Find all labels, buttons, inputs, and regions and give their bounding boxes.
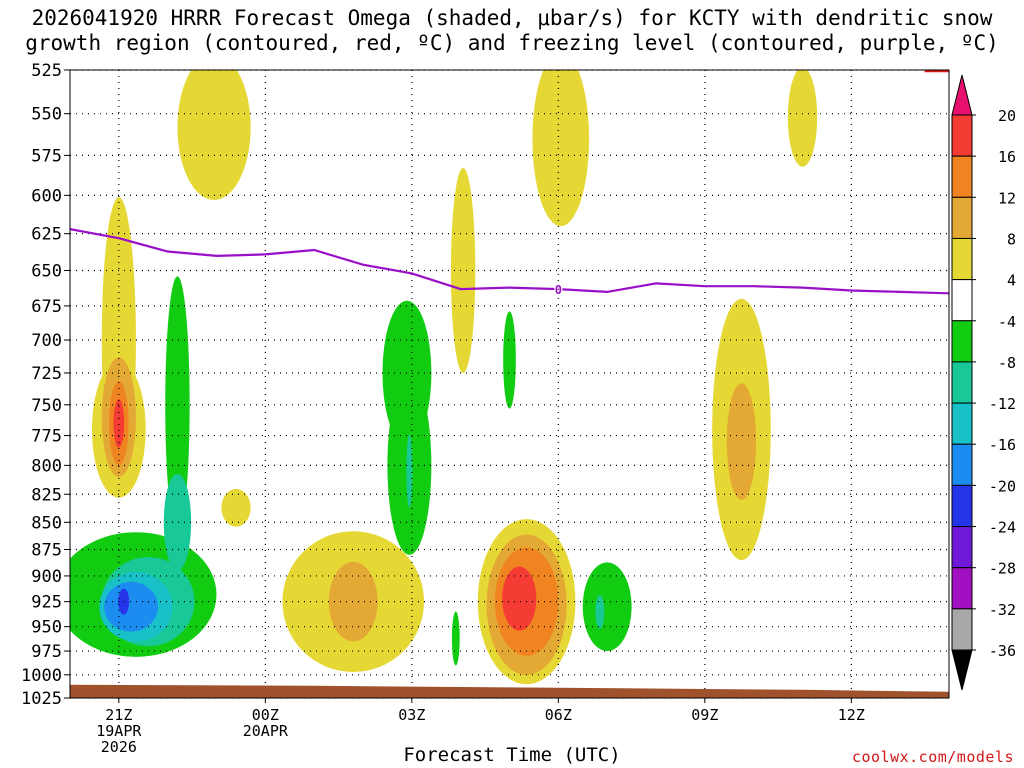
omega-region bbox=[163, 473, 192, 571]
x-tick-label: 21Z bbox=[105, 706, 132, 724]
omega-region bbox=[328, 561, 378, 642]
colorbar-bin bbox=[951, 608, 973, 651]
colorbar-label: -36 bbox=[989, 642, 1016, 660]
omega-region bbox=[113, 399, 125, 448]
x-tick-label: 06Z bbox=[545, 706, 572, 724]
freezing-level-label-bg bbox=[554, 282, 563, 296]
colorbar-label: -4 bbox=[998, 313, 1016, 331]
y-tick-label: 700 bbox=[31, 331, 62, 351]
y-axis: 525 550 575 600 625 650 675 700 725 750 775 800 825 8… bbox=[21, 61, 70, 709]
x-tick-label: 00Z bbox=[252, 706, 279, 724]
colorbar-label: 16 bbox=[998, 148, 1016, 166]
colorbar: 20 16 12 8 4 -4 -8 -12 -16 -20 -24 -28 -32 -36 bbox=[951, 74, 1016, 691]
colorbar-label: -32 bbox=[989, 601, 1016, 619]
colorbar-bin bbox=[951, 196, 973, 239]
omega-region bbox=[406, 434, 413, 508]
colorbar-bin bbox=[951, 443, 973, 486]
y-tick-label: 850 bbox=[31, 513, 62, 533]
x-tick-label: 03Z bbox=[398, 706, 425, 724]
omega-region bbox=[165, 276, 190, 534]
y-tick-label: 775 bbox=[31, 427, 62, 447]
colorbar-bin bbox=[951, 320, 973, 363]
colorbar-label: -20 bbox=[989, 477, 1016, 495]
omega-shading bbox=[70, 70, 818, 685]
y-tick-label: 975 bbox=[31, 642, 62, 662]
omega-region bbox=[104, 581, 158, 632]
colorbar-bin bbox=[951, 237, 973, 281]
freezing-level-line bbox=[70, 228, 949, 295]
chart-title: 2026041920 HRRR Forecast Omega (shaded, … bbox=[25, 6, 999, 55]
omega-region bbox=[532, 70, 590, 227]
y-tick-label: 725 bbox=[31, 364, 62, 384]
y-tick-label: 625 bbox=[31, 225, 62, 245]
colorbar-label: 8 bbox=[1007, 230, 1016, 248]
y-tick-label: 750 bbox=[31, 396, 62, 416]
omega-region bbox=[503, 311, 516, 409]
omega-region bbox=[726, 383, 757, 500]
x-axis-title: Forecast Time (UTC) bbox=[403, 744, 621, 766]
colorbar-label: -28 bbox=[989, 560, 1016, 578]
y-tick-label: 550 bbox=[31, 105, 62, 125]
colorbar-label: -24 bbox=[989, 519, 1016, 537]
contours: 0 bbox=[70, 70, 949, 297]
x-tick-label: 2026 bbox=[101, 738, 137, 756]
y-tick-label: 1000 bbox=[21, 666, 62, 686]
watermark: coolwx.com/models bbox=[851, 748, 1014, 766]
colorbar-bin bbox=[951, 155, 973, 198]
y-tick-label: 950 bbox=[31, 618, 62, 638]
y-tick-label: 575 bbox=[31, 146, 62, 166]
colorbar-bin bbox=[951, 402, 973, 445]
colorbar-bin bbox=[951, 279, 973, 322]
y-tick-label: 900 bbox=[31, 567, 62, 587]
colorbar-bin bbox=[951, 567, 973, 610]
colorbar-label: 20 bbox=[998, 107, 1016, 125]
omega-region bbox=[450, 167, 476, 373]
colorbar-label: 12 bbox=[998, 189, 1016, 207]
y-tick-label: 525 bbox=[31, 61, 62, 81]
omega-region bbox=[595, 594, 605, 629]
colorbar-label: -16 bbox=[989, 436, 1016, 454]
omega-region bbox=[582, 562, 632, 652]
y-tick-label: 1025 bbox=[21, 689, 62, 709]
omega-region bbox=[451, 611, 460, 666]
omega-region bbox=[221, 488, 251, 527]
colorbar-top-triangle bbox=[951, 74, 973, 116]
y-tick-label: 650 bbox=[31, 261, 62, 281]
colorbar-label: -12 bbox=[989, 395, 1016, 413]
x-tick-label: 19APR bbox=[96, 722, 142, 740]
y-tick-label: 675 bbox=[31, 297, 62, 317]
omega-region bbox=[118, 588, 130, 615]
colorbar-bottom-triangle bbox=[951, 649, 973, 691]
y-tick-label: 925 bbox=[31, 593, 62, 613]
colorbar-label: 4 bbox=[1007, 272, 1016, 290]
plot-frame bbox=[69, 69, 950, 699]
colorbar-bin bbox=[951, 114, 973, 157]
omega-region bbox=[787, 70, 818, 167]
y-tick-label: 825 bbox=[31, 485, 62, 505]
y-tick-label: 800 bbox=[31, 456, 62, 476]
x-tick-label: 09Z bbox=[691, 706, 718, 724]
colorbar-bin bbox=[951, 526, 973, 569]
omega-region bbox=[502, 566, 537, 631]
terrain-layer bbox=[70, 684, 949, 698]
colorbar-bin bbox=[951, 484, 973, 528]
y-tick-label: 600 bbox=[31, 186, 62, 206]
y-tick-label: 875 bbox=[31, 540, 62, 560]
omega-region bbox=[177, 70, 251, 200]
x-tick-label: 20APR bbox=[243, 722, 289, 740]
colorbar-bin bbox=[951, 361, 973, 404]
x-tick-label: 12Z bbox=[838, 706, 865, 724]
colorbar-label: -8 bbox=[998, 354, 1016, 372]
terrain bbox=[70, 684, 949, 698]
freezing-level-label: 0 bbox=[555, 283, 562, 297]
